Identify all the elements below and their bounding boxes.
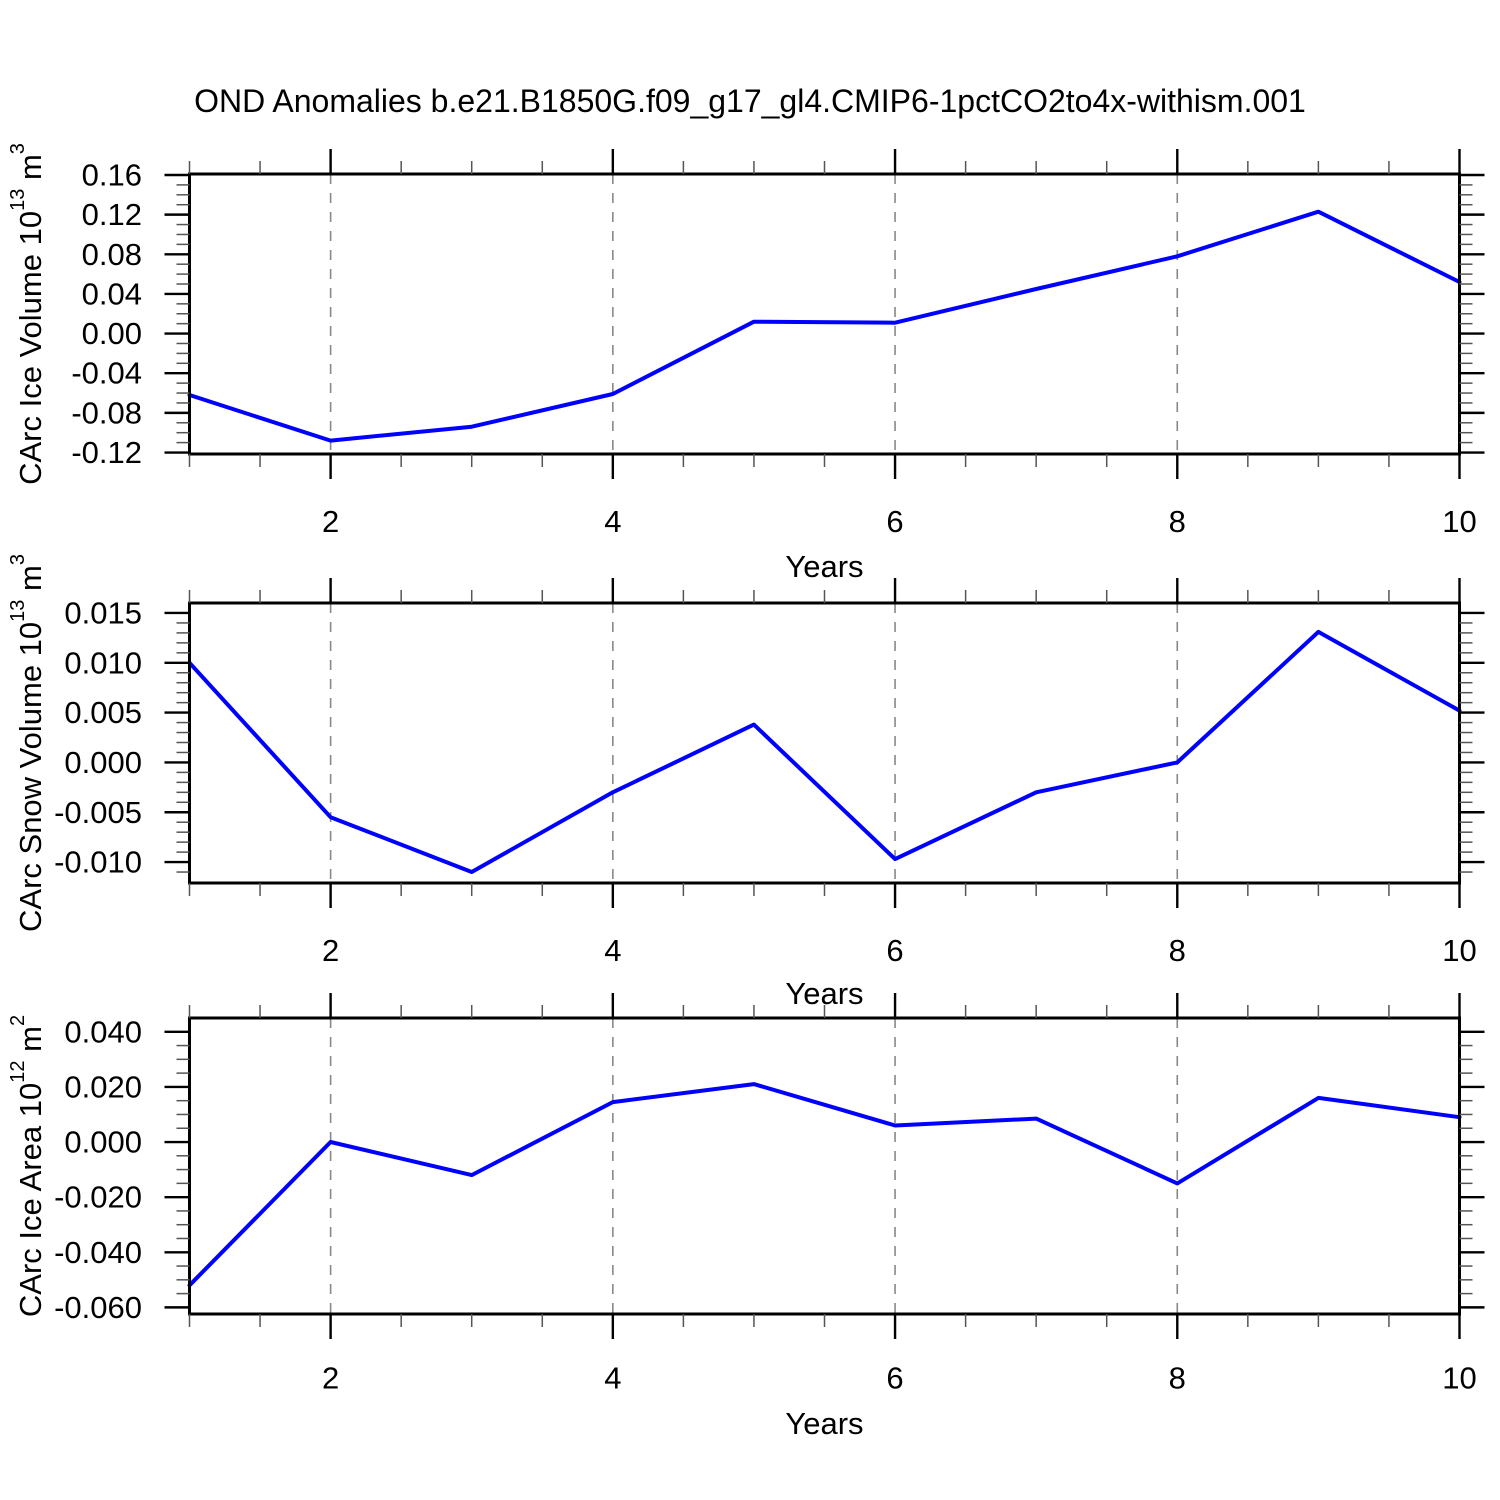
x-axis-title: Years	[785, 976, 863, 1011]
y-tick-label: -0.020	[54, 1180, 142, 1215]
y-tick-label: -0.08	[71, 395, 142, 430]
y-tick-label: -0.005	[54, 795, 142, 830]
x-tick-label: 8	[1169, 933, 1186, 968]
x-tick-label: 10	[1442, 1361, 1476, 1396]
x-tick-label: 2	[322, 1361, 339, 1396]
data-line	[187, 1082, 1462, 1288]
y-tick-label: 0.000	[64, 745, 142, 780]
x-tick-label: 4	[604, 504, 621, 539]
plot-frame	[188, 1016, 1461, 1316]
y-tick-label: 0.020	[64, 1069, 142, 1104]
y-tick-label: -0.040	[54, 1235, 142, 1270]
y-tick-label: 0.010	[64, 645, 142, 680]
x-ticks	[188, 149, 1461, 479]
y-tick-label: 0.040	[64, 1014, 142, 1049]
x-tick-label: 8	[1169, 1361, 1186, 1396]
x-ticks	[188, 993, 1461, 1339]
y-tick-label: 0.015	[64, 595, 142, 630]
y-axis-title: CArc Ice Area 1012 m2	[7, 1015, 48, 1317]
y-ticks: 0.040 0.020 0.000 -0.020 -0.040 -0.060	[54, 1014, 1485, 1325]
x-tick-label: 6	[886, 1361, 903, 1396]
x-tick-label: 4	[604, 933, 621, 968]
x-tick-label: 10	[1442, 504, 1476, 539]
x-ticks	[188, 578, 1461, 908]
x-tick-label: 10	[1442, 933, 1476, 968]
y-ticks: 0.16 0.12 0.08 0.04 0.00 -0.04 -0.08 -0.12	[71, 157, 1485, 470]
y-tick-label: 0.000	[64, 1125, 142, 1160]
y-tick-label: 0.08	[82, 237, 142, 272]
y-tick-label: 0.12	[82, 197, 142, 232]
y-tick-label: -0.010	[54, 845, 142, 880]
ice-area-chart: 0.040 0.020 0.000 -0.020 -0.040 -0.060 2 4 6 8 10 Y…	[7, 993, 1485, 1441]
data-line	[187, 629, 1462, 874]
y-tick-label: -0.060	[54, 1290, 142, 1325]
plot-frame	[188, 601, 1461, 885]
y-axis-title: CArc Ice Volume 1013 m3	[7, 143, 48, 485]
figure-title: OND Anomalies b.e21.B1850G.f09_g17_gl4.C…	[194, 83, 1306, 119]
snow-volume-chart: 0.015 0.010 0.005 0.000 -0.005 -0.010 2 4 6 8 10 Ye…	[7, 554, 1485, 1011]
plot-frame	[188, 172, 1461, 456]
y-tick-label: -0.12	[71, 435, 142, 470]
y-tick-label: -0.04	[71, 356, 142, 391]
y-axis-title: CArc Snow Volume 1013 m3	[7, 554, 48, 932]
x-tick-label: 6	[886, 504, 903, 539]
x-axis-title: Years	[785, 549, 863, 584]
x-tick-label: 6	[886, 933, 903, 968]
y-ticks: 0.015 0.010 0.005 0.000 -0.005 -0.010	[54, 595, 1485, 880]
x-tick-label: 4	[604, 1361, 621, 1396]
x-axis-title: Years	[785, 1406, 863, 1441]
y-tick-label: 0.00	[82, 316, 142, 351]
data-line	[187, 209, 1462, 443]
ice-volume-chart: 0.16 0.12 0.08 0.04 0.00 -0.04 -0.08 -0.12 2 4 6 8 1…	[7, 143, 1485, 584]
y-tick-label: 0.005	[64, 695, 142, 730]
x-tick-label: 8	[1169, 504, 1186, 539]
y-tick-label: 0.04	[82, 276, 142, 311]
x-tick-label: 2	[322, 504, 339, 539]
y-tick-label: 0.16	[82, 157, 142, 192]
x-tick-label: 2	[322, 933, 339, 968]
